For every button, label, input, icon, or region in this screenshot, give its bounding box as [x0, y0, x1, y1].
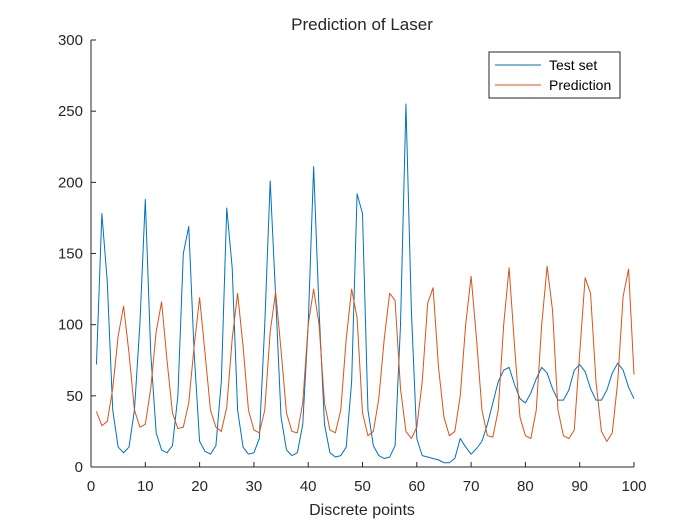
- x-tick-label: 40: [300, 478, 317, 495]
- x-tick-label: 60: [408, 478, 425, 495]
- series-lines: [95, 103, 635, 464]
- x-tick-label: 0: [87, 478, 95, 495]
- x-tick-label: 10: [137, 478, 154, 495]
- y-tick-label: 50: [66, 388, 83, 405]
- x-tick-label: 100: [621, 478, 646, 495]
- x-tick-label: 20: [191, 478, 208, 495]
- legend-label-test-set: Test set: [549, 57, 597, 73]
- plot-background: [91, 40, 634, 467]
- x-axis-ticks: 0 10 20 30 40 50 60 70 80 90 100: [87, 462, 647, 495]
- y-tick-label: 150: [58, 246, 83, 263]
- legend: Test set Prediction: [488, 51, 621, 99]
- y-tick-label: 0: [75, 459, 83, 476]
- plot-area: [90, 40, 634, 468]
- x-tick-label: 80: [517, 478, 534, 495]
- legend-box: [488, 51, 621, 99]
- series-line-prediction: [95, 265, 635, 442]
- y-tick-label: 200: [58, 174, 83, 191]
- x-tick-label: 90: [571, 478, 588, 495]
- series-line-test-set: [95, 103, 635, 464]
- legend-label-prediction: Prediction: [549, 77, 611, 93]
- chart-title: Prediction of Laser: [291, 15, 433, 34]
- y-tick-label: 300: [58, 32, 83, 49]
- y-tick-label: 100: [58, 317, 83, 334]
- x-tick-label: 50: [354, 478, 371, 495]
- y-tick-label: 250: [58, 103, 83, 120]
- y-axis-ticks: 0 50 100 150 200 250 300: [58, 32, 96, 476]
- x-tick-label: 70: [463, 478, 480, 495]
- x-tick-label: 30: [246, 478, 263, 495]
- x-axis-label: Discrete points: [309, 502, 415, 519]
